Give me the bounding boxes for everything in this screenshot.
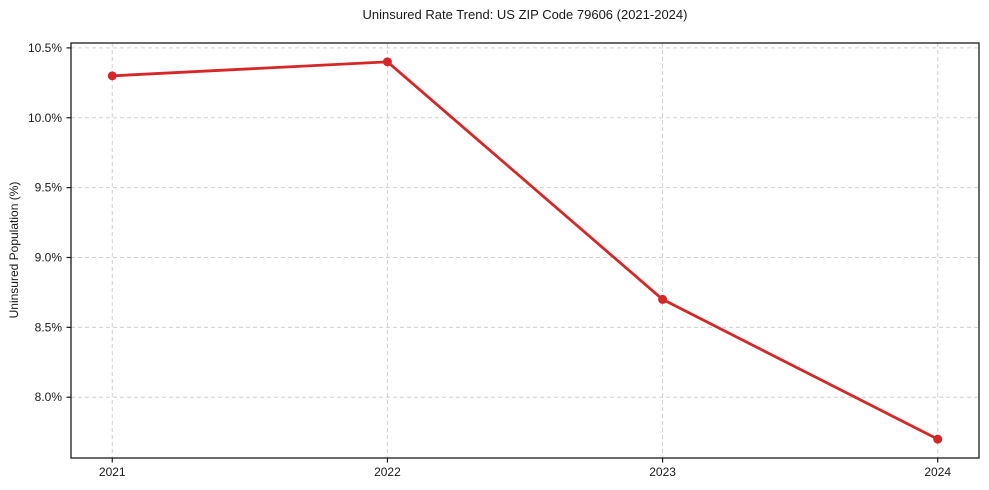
y-tick-label: 9.0% <box>35 250 63 264</box>
x-tick-label: 2023 <box>649 465 676 479</box>
data-point <box>658 294 668 304</box>
y-tick-label: 8.0% <box>35 390 63 404</box>
x-tick-label: 2021 <box>99 465 126 479</box>
x-tick-label: 2024 <box>924 465 951 479</box>
data-point <box>382 57 392 67</box>
chart-title: Uninsured Rate Trend: US ZIP Code 79606 … <box>362 7 688 22</box>
trend-line <box>110 60 940 441</box>
y-tick-label: 10.0% <box>28 111 62 125</box>
y-tick-label: 9.5% <box>35 181 63 195</box>
y-tick-label: 8.5% <box>35 320 63 334</box>
data-point <box>107 71 117 81</box>
y-tick-label: 10.5% <box>28 41 62 55</box>
plot-frame <box>70 42 980 459</box>
x-tick-label: 2022 <box>374 465 401 479</box>
data-point <box>933 434 943 444</box>
